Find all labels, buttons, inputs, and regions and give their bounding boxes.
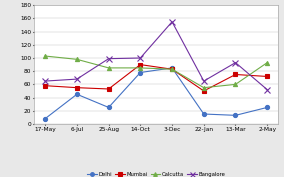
Calcutta: [170, 68, 174, 70]
Mumbai: [266, 75, 269, 78]
Bangalore: [139, 57, 142, 59]
Calcutta: [202, 87, 206, 89]
Delhi: [234, 114, 237, 116]
Line: Calcutta: Calcutta: [43, 54, 269, 90]
Bangalore: [107, 58, 110, 60]
Bangalore: [75, 78, 79, 80]
Line: Mumbai: Mumbai: [43, 62, 269, 93]
Delhi: [75, 93, 79, 95]
Delhi: [43, 118, 47, 120]
Mumbai: [202, 90, 206, 92]
Calcutta: [139, 67, 142, 69]
Delhi: [107, 106, 110, 109]
Bangalore: [234, 62, 237, 64]
Calcutta: [43, 55, 47, 57]
Mumbai: [107, 88, 110, 90]
Line: Delhi: Delhi: [43, 66, 269, 121]
Mumbai: [43, 85, 47, 87]
Mumbai: [75, 87, 79, 89]
Delhi: [170, 67, 174, 69]
Calcutta: [266, 62, 269, 64]
Mumbai: [139, 64, 142, 66]
Bangalore: [170, 21, 174, 23]
Calcutta: [107, 67, 110, 69]
Delhi: [266, 106, 269, 109]
Mumbai: [170, 68, 174, 70]
Calcutta: [75, 58, 79, 60]
Delhi: [139, 72, 142, 74]
Delhi: [202, 113, 206, 115]
Line: Bangalore: Bangalore: [42, 19, 270, 92]
Legend: Delhi, Mumbai, Calcutta, Bangalore: Delhi, Mumbai, Calcutta, Bangalore: [87, 172, 225, 177]
Bangalore: [43, 80, 47, 82]
Bangalore: [202, 80, 206, 82]
Bangalore: [266, 88, 269, 91]
Mumbai: [234, 73, 237, 76]
Calcutta: [234, 83, 237, 85]
